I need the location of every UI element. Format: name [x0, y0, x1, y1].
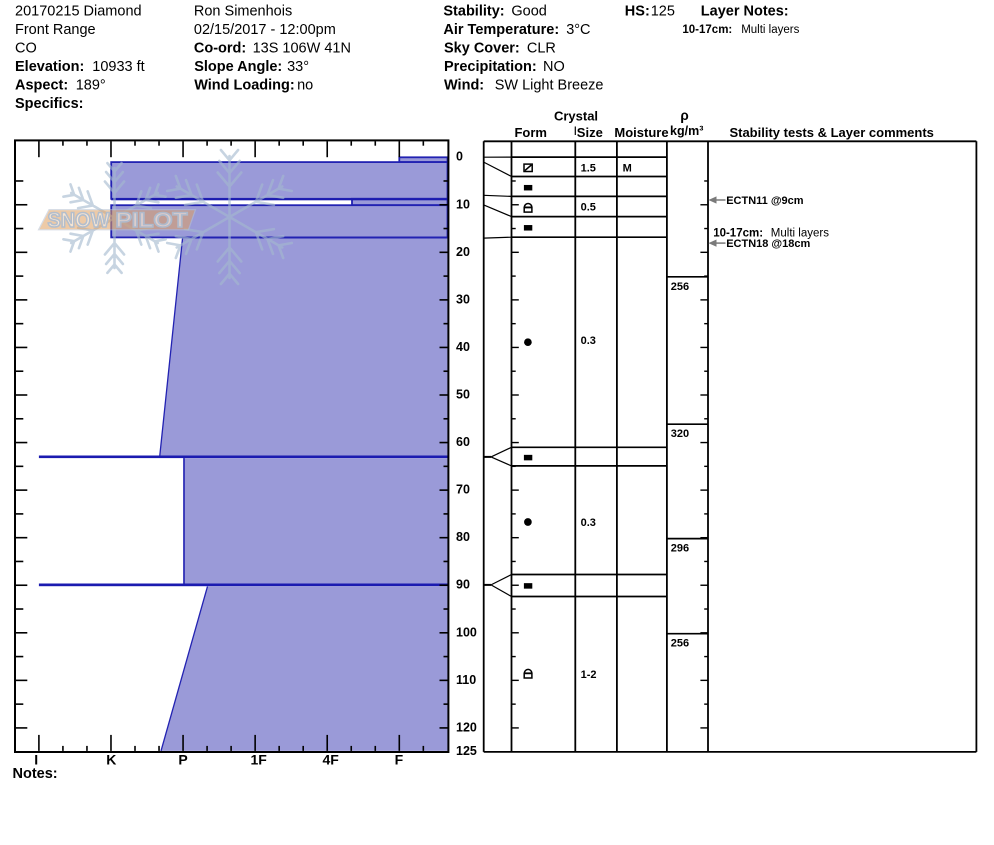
svg-text:0.3: 0.3 [581, 517, 596, 529]
svg-text:SW Light Breeze: SW Light Breeze [495, 77, 604, 93]
svg-text:CLR: CLR [527, 40, 556, 56]
svg-text:ECTN11 @9cm: ECTN11 @9cm [726, 195, 804, 207]
svg-text:0.3: 0.3 [581, 335, 596, 347]
svg-text:SNOW: SNOW [48, 209, 110, 232]
svg-text:HS:: HS: [625, 4, 650, 20]
svg-text:Precipitation:: Precipitation: [444, 59, 537, 75]
svg-text:Slope Angle:: Slope Angle: [194, 59, 282, 75]
svg-text:Ron Simenhois: Ron Simenhois [194, 4, 292, 20]
svg-text:kg/m³: kg/m³ [670, 124, 703, 138]
svg-text:Crystal: Crystal [554, 109, 598, 124]
svg-text:3°C: 3°C [566, 22, 590, 38]
svg-text:Co-ord:: Co-ord: [194, 40, 246, 56]
svg-text:13S 106W 41N: 13S 106W 41N [253, 40, 351, 56]
svg-text:ρ: ρ [680, 108, 688, 123]
svg-text:120: 120 [456, 720, 477, 734]
svg-text:20: 20 [456, 245, 470, 259]
svg-text:I: I [34, 751, 38, 767]
svg-text:256: 256 [671, 281, 689, 293]
svg-text:33°: 33° [287, 59, 309, 75]
svg-text:80: 80 [456, 530, 470, 544]
svg-text:M: M [623, 163, 632, 175]
svg-text:189°: 189° [76, 77, 106, 93]
svg-text:02/15/2017 - 12:00pm: 02/15/2017 - 12:00pm [194, 22, 336, 38]
svg-text:10933 ft: 10933 ft [92, 59, 144, 75]
svg-text:100: 100 [456, 625, 477, 639]
svg-text:Moisture: Moisture [614, 125, 668, 140]
svg-text:10: 10 [456, 197, 470, 211]
svg-text:Sky Cover:: Sky Cover: [444, 40, 520, 56]
svg-text:Size: Size [577, 125, 603, 140]
svg-text:Good: Good [511, 4, 546, 20]
svg-text:CO: CO [15, 40, 37, 56]
svg-text:Notes:: Notes: [13, 766, 58, 782]
svg-text:F: F [395, 751, 404, 767]
svg-text:125: 125 [651, 4, 675, 20]
svg-text:no: no [297, 77, 313, 93]
svg-text:40: 40 [456, 340, 470, 354]
svg-text:90: 90 [456, 578, 470, 592]
svg-text:320: 320 [671, 428, 689, 440]
svg-text:Form: Form [514, 125, 547, 140]
svg-text:60: 60 [456, 435, 470, 449]
svg-text:20170215 Diamond: 20170215 Diamond [15, 4, 142, 20]
svg-text:Specifics:: Specifics: [15, 96, 84, 112]
svg-text:110: 110 [456, 673, 476, 687]
svg-text:1F: 1F [250, 751, 267, 767]
svg-text:K: K [106, 751, 116, 767]
svg-text:125: 125 [456, 744, 477, 758]
svg-text:70: 70 [456, 483, 470, 497]
svg-text:Wind Loading:: Wind Loading: [194, 77, 295, 93]
svg-text:Elevation:: Elevation: [15, 59, 84, 75]
svg-text:10-17cm:: 10-17cm: [682, 24, 732, 36]
svg-text:Wind:: Wind: [444, 77, 484, 93]
svg-text:0.5: 0.5 [581, 201, 596, 213]
svg-text:Stability tests & Layer commen: Stability tests & Layer comments [729, 125, 933, 140]
svg-text:1.5: 1.5 [581, 163, 596, 175]
svg-text:256: 256 [671, 638, 689, 650]
svg-text:Stability:: Stability: [443, 4, 504, 20]
svg-text:Aspect:: Aspect: [15, 77, 68, 93]
svg-text:296: 296 [671, 543, 689, 555]
svg-text:0: 0 [456, 150, 463, 164]
svg-text:PILOT: PILOT [116, 209, 188, 232]
svg-text:30: 30 [456, 292, 470, 306]
svg-text:ECTN18 @18cm: ECTN18 @18cm [726, 238, 810, 250]
svg-text:4F: 4F [323, 751, 340, 767]
svg-text:Air Temperature:: Air Temperature: [443, 22, 559, 38]
svg-text:1-2: 1-2 [581, 669, 597, 681]
svg-text:Front Range: Front Range [15, 22, 96, 38]
svg-text:Layer Notes:: Layer Notes: [701, 4, 789, 20]
svg-text:Multi layers: Multi layers [741, 24, 799, 36]
svg-text:P: P [178, 751, 187, 767]
svg-text:NO: NO [543, 59, 565, 75]
svg-text:50: 50 [456, 388, 470, 402]
